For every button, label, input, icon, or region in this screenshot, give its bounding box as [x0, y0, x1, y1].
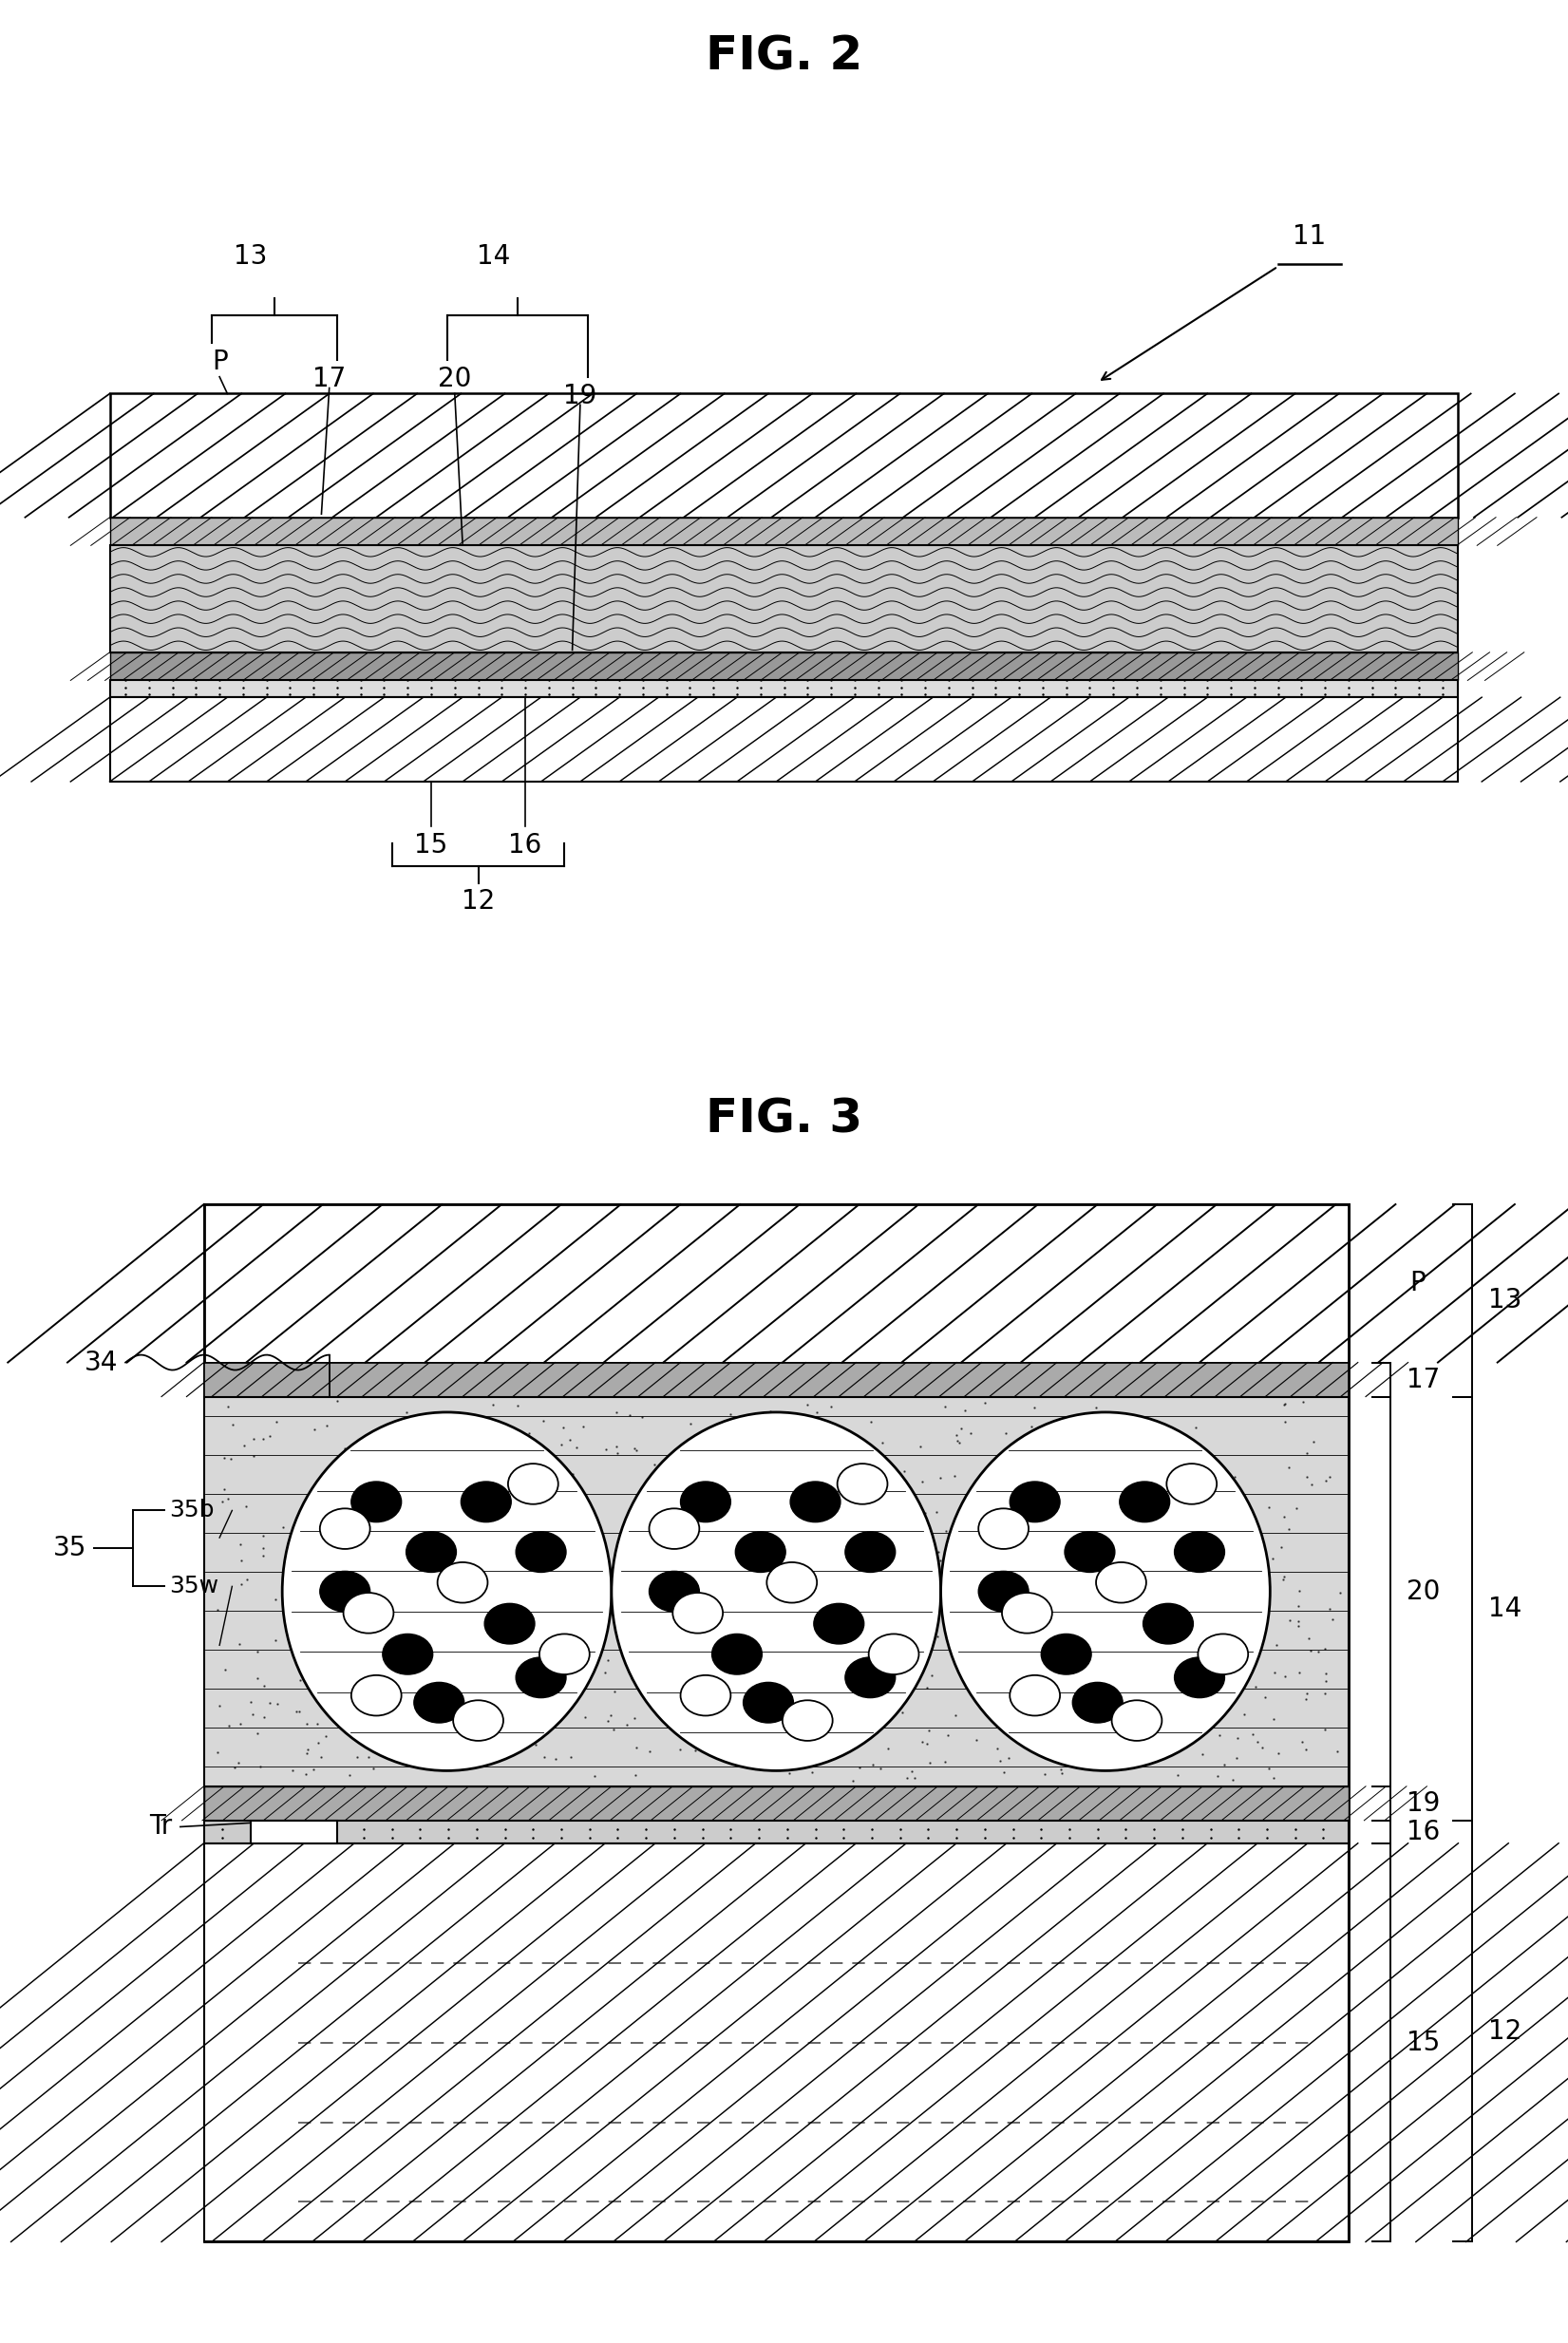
- Text: 11: 11: [1292, 223, 1327, 248]
- Text: P: P: [1410, 1270, 1425, 1296]
- Text: 12: 12: [1488, 2017, 1521, 2045]
- Circle shape: [1041, 1633, 1091, 1675]
- Bar: [110, 394, 1458, 518]
- Circle shape: [735, 1532, 786, 1572]
- Bar: [110, 651, 1458, 679]
- Circle shape: [1010, 1481, 1060, 1523]
- Bar: [110, 698, 1458, 783]
- Text: 13: 13: [234, 244, 268, 269]
- Circle shape: [1143, 1603, 1193, 1645]
- Circle shape: [320, 1572, 370, 1612]
- Circle shape: [508, 1464, 558, 1504]
- Text: 17: 17: [1406, 1366, 1439, 1392]
- Text: 16: 16: [1406, 1818, 1439, 1846]
- Circle shape: [649, 1509, 699, 1549]
- Circle shape: [461, 1481, 511, 1523]
- Circle shape: [414, 1682, 464, 1722]
- Text: 35: 35: [53, 1535, 86, 1563]
- Text: 16: 16: [508, 832, 543, 860]
- Circle shape: [1120, 1481, 1170, 1523]
- Text: 19: 19: [1406, 1790, 1439, 1816]
- Text: FIG. 3: FIG. 3: [706, 1097, 862, 1143]
- Circle shape: [767, 1563, 817, 1603]
- Circle shape: [351, 1675, 401, 1715]
- Circle shape: [869, 1633, 919, 1675]
- Text: 35b: 35b: [169, 1500, 215, 1523]
- Circle shape: [453, 1701, 503, 1741]
- Text: 20: 20: [1406, 1579, 1439, 1605]
- Circle shape: [681, 1481, 731, 1523]
- Circle shape: [1002, 1593, 1052, 1633]
- Bar: [204, 1396, 1348, 1785]
- Circle shape: [1198, 1633, 1248, 1675]
- Circle shape: [485, 1603, 535, 1645]
- Circle shape: [681, 1675, 731, 1715]
- Circle shape: [712, 1633, 762, 1675]
- Circle shape: [845, 1532, 895, 1572]
- Text: P: P: [212, 349, 227, 375]
- Circle shape: [1065, 1532, 1115, 1572]
- Bar: [204, 1785, 1348, 1821]
- Circle shape: [649, 1572, 699, 1612]
- Ellipse shape: [612, 1413, 941, 1771]
- Text: 13: 13: [1488, 1286, 1521, 1314]
- Bar: [110, 546, 1458, 651]
- Circle shape: [1112, 1701, 1162, 1741]
- Circle shape: [437, 1563, 488, 1603]
- Text: 35w: 35w: [169, 1574, 220, 1598]
- Bar: [204, 1204, 1348, 2242]
- Circle shape: [1174, 1532, 1225, 1572]
- Text: 17: 17: [312, 366, 347, 391]
- Text: 15: 15: [1406, 2029, 1439, 2055]
- Circle shape: [1174, 1657, 1225, 1699]
- Circle shape: [1073, 1682, 1123, 1722]
- Bar: [251, 1821, 337, 1844]
- Bar: [204, 1821, 1348, 1844]
- Circle shape: [539, 1633, 590, 1675]
- Text: 19: 19: [563, 382, 597, 410]
- Circle shape: [343, 1593, 394, 1633]
- Text: 20: 20: [437, 366, 472, 391]
- Circle shape: [1010, 1675, 1060, 1715]
- Text: 12: 12: [461, 888, 495, 916]
- Circle shape: [837, 1464, 887, 1504]
- Ellipse shape: [282, 1413, 612, 1771]
- Text: 14: 14: [477, 244, 511, 269]
- Bar: [110, 679, 1458, 698]
- Circle shape: [406, 1532, 456, 1572]
- Circle shape: [673, 1593, 723, 1633]
- Circle shape: [743, 1682, 793, 1722]
- Text: 14: 14: [1488, 1596, 1521, 1621]
- Circle shape: [351, 1481, 401, 1523]
- Circle shape: [978, 1572, 1029, 1612]
- Text: 34: 34: [85, 1350, 118, 1375]
- Text: Tr: Tr: [149, 1813, 172, 1839]
- Ellipse shape: [941, 1413, 1270, 1771]
- Circle shape: [845, 1657, 895, 1699]
- Bar: [110, 518, 1458, 546]
- Circle shape: [782, 1701, 833, 1741]
- Circle shape: [516, 1532, 566, 1572]
- Circle shape: [978, 1509, 1029, 1549]
- Bar: [204, 1844, 1348, 2242]
- Circle shape: [1167, 1464, 1217, 1504]
- Circle shape: [383, 1633, 433, 1675]
- Circle shape: [814, 1603, 864, 1645]
- Circle shape: [516, 1657, 566, 1699]
- Circle shape: [320, 1509, 370, 1549]
- Text: FIG. 2: FIG. 2: [706, 33, 862, 80]
- Bar: [204, 1204, 1348, 1361]
- Text: 15: 15: [414, 832, 448, 860]
- Circle shape: [1096, 1563, 1146, 1603]
- Circle shape: [790, 1481, 840, 1523]
- Bar: [204, 1364, 1348, 1396]
